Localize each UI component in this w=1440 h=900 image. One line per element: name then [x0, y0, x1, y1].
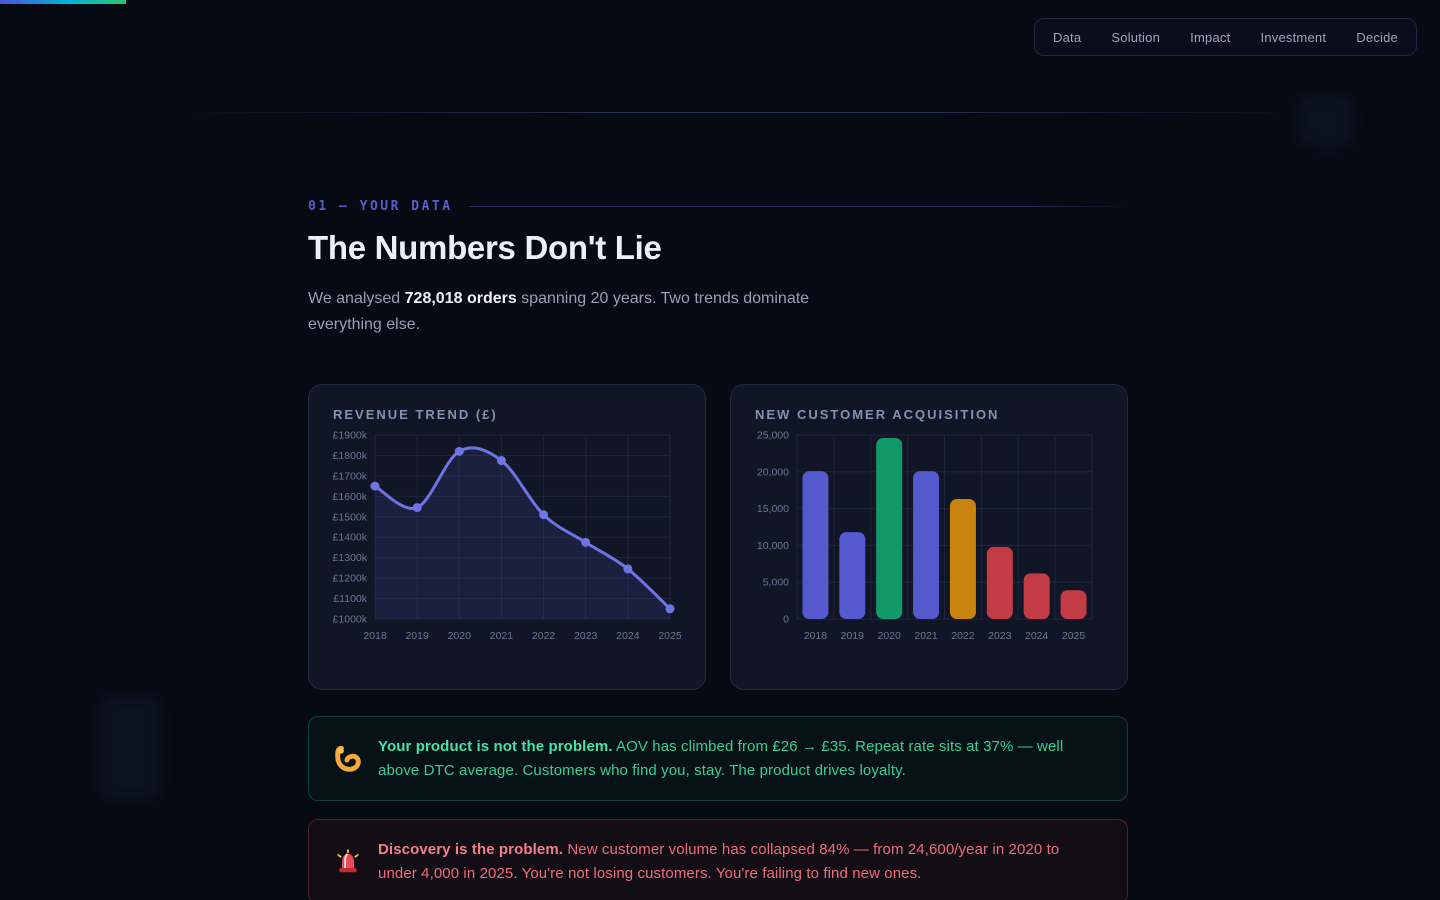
- warning-insight-callout: Discovery is the problem. New customer v…: [308, 819, 1128, 900]
- svg-text:2025: 2025: [658, 630, 681, 642]
- top-navigation: Data Solution Impact Investment Decide: [1034, 18, 1417, 56]
- intro-highlight: 728,018 orders: [404, 290, 517, 307]
- svg-text:£1000k: £1000k: [333, 614, 368, 626]
- svg-text:20,000: 20,000: [757, 466, 789, 478]
- warning-insight-text: Discovery is the problem. New customer v…: [378, 838, 1101, 885]
- data-section: 01 — YOUR DATA The Numbers Don't Lie We …: [308, 199, 1128, 900]
- svg-text:£1200k: £1200k: [333, 573, 368, 585]
- svg-text:2023: 2023: [988, 630, 1012, 642]
- svg-text:2024: 2024: [1025, 630, 1049, 642]
- positive-insight-body: AOV has climbed from £26 → £35. Repeat r…: [378, 738, 1064, 779]
- decorative-glow-right: [1297, 93, 1355, 148]
- customer-acquisition-card: NEW CUSTOMER ACQUISITION 0 5,000 10,000 15,…: [730, 384, 1128, 690]
- nav-item-investment[interactable]: Investment: [1260, 29, 1327, 45]
- intro-text: We analysed 728,018 orders spanning 20 y…: [308, 286, 813, 338]
- svg-text:£1600k: £1600k: [333, 491, 368, 503]
- svg-text:£1500k: £1500k: [333, 511, 368, 523]
- section-kicker-row: 01 — YOUR DATA: [308, 199, 1128, 214]
- positive-insight-callout: Your product is not the problem. AOV has…: [308, 716, 1128, 801]
- svg-text:10,000: 10,000: [757, 540, 789, 552]
- charts-row: REVENUE TREND (£) £1000k £1100k £1200k £130…: [308, 384, 1128, 690]
- svg-text:2019: 2019: [841, 630, 865, 642]
- svg-text:2025: 2025: [1062, 630, 1086, 642]
- positive-insight-text: Your product is not the problem. AOV has…: [378, 735, 1101, 782]
- siren-icon: [337, 848, 359, 872]
- revenue-chart-title: REVENUE TREND (£): [333, 407, 498, 422]
- warning-insight-lead: Discovery is the problem.: [378, 841, 564, 858]
- decorative-glow-left: [98, 695, 162, 800]
- svg-text:2024: 2024: [616, 630, 640, 642]
- nav-item-decide[interactable]: Decide: [1356, 29, 1398, 45]
- kicker-rule: [468, 206, 1128, 207]
- muscle-icon: [335, 745, 361, 772]
- svg-text:2021: 2021: [490, 630, 514, 642]
- svg-text:£1800k: £1800k: [333, 450, 368, 462]
- positive-insight-lead: Your product is not the problem.: [378, 738, 613, 755]
- svg-text:£1700k: £1700k: [333, 470, 368, 482]
- svg-text:2019: 2019: [405, 630, 429, 642]
- svg-text:2022: 2022: [532, 630, 556, 642]
- revenue-line-chart: £1000k £1100k £1200k £1300k £1400k £1500k £160…: [333, 430, 681, 643]
- section-kicker: 01 — YOUR DATA: [308, 199, 453, 214]
- warning-insight-body: New customer volume has collapsed 84% — …: [378, 841, 1060, 882]
- svg-text:2018: 2018: [804, 630, 828, 642]
- svg-text:2022: 2022: [951, 630, 975, 642]
- nav-item-solution[interactable]: Solution: [1111, 29, 1161, 45]
- svg-text:£1300k: £1300k: [333, 552, 368, 564]
- nav-item-data[interactable]: Data: [1053, 29, 1082, 45]
- page-title: The Numbers Don't Lie: [308, 229, 662, 266]
- svg-text:2023: 2023: [574, 630, 598, 642]
- acquisition-bar-chart: 0 5,000 10,000 15,000 20,000 25,000 2018 2019 20…: [757, 430, 1093, 642]
- page-progress-bar: [0, 0, 126, 4]
- svg-text:15,000: 15,000: [757, 503, 789, 515]
- acquisition-chart-title: NEW CUSTOMER ACQUISITION: [755, 407, 1000, 422]
- svg-text:2021: 2021: [914, 630, 938, 642]
- svg-text:5,000: 5,000: [763, 577, 789, 589]
- section-divider: [175, 112, 1305, 113]
- revenue-trend-card: REVENUE TREND (£) £1000k £1100k £1200k £130…: [308, 384, 706, 690]
- intro-suffix: spanning 20 years. Two trends dominate e…: [308, 290, 810, 333]
- svg-text:0: 0: [783, 614, 789, 626]
- svg-text:£1100k: £1100k: [333, 593, 367, 605]
- svg-text:£1900k: £1900k: [333, 430, 368, 442]
- intro-prefix: We analysed: [308, 290, 405, 307]
- svg-text:25,000: 25,000: [757, 430, 789, 442]
- svg-text:2020: 2020: [448, 630, 472, 642]
- svg-text:2018: 2018: [363, 630, 387, 642]
- svg-text:£1400k: £1400k: [333, 532, 368, 544]
- svg-text:2020: 2020: [878, 630, 902, 642]
- nav-item-impact[interactable]: Impact: [1190, 29, 1231, 45]
